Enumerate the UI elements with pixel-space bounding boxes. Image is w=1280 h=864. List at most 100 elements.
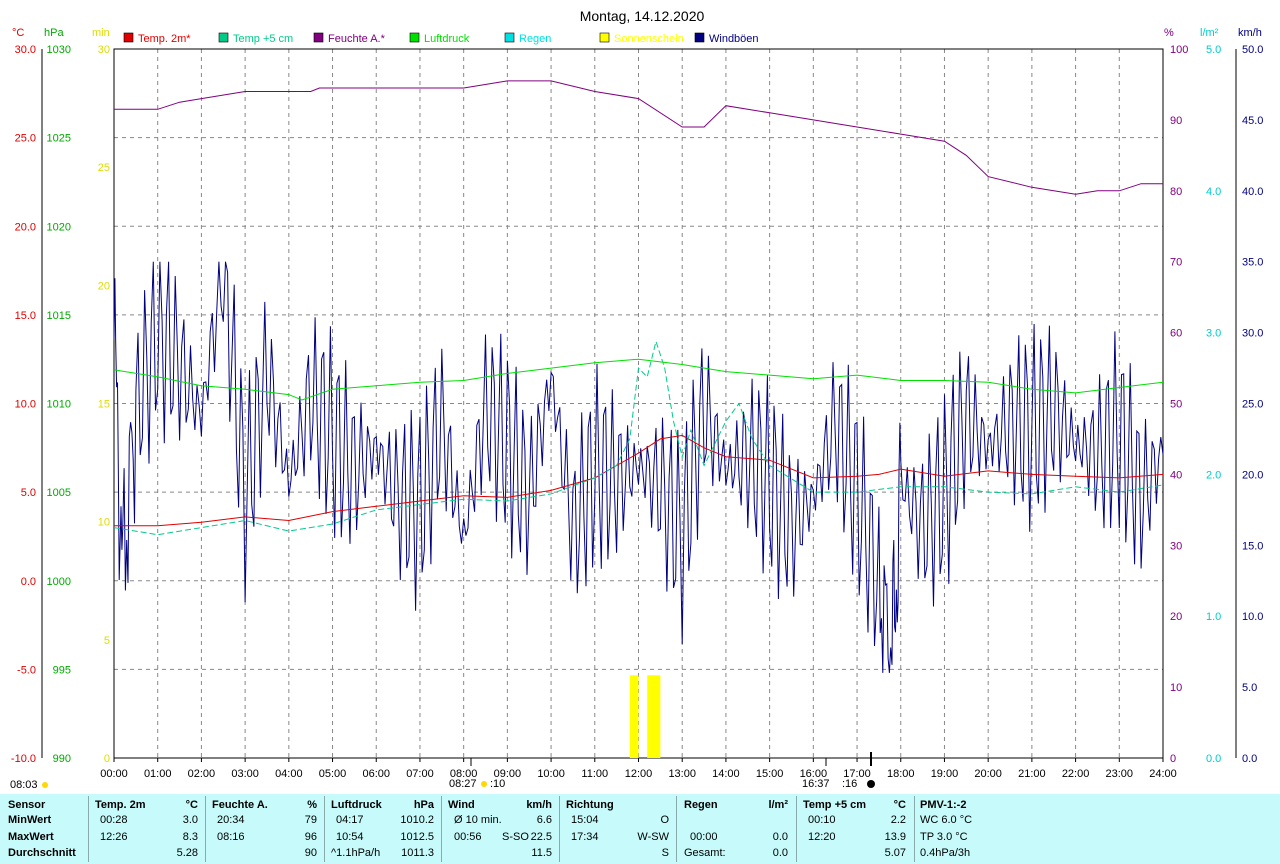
stat-cell: 04:17	[336, 814, 364, 826]
wind-axis-tick: 20.0	[1242, 469, 1263, 481]
pressure-axis-tick: 1005	[47, 487, 71, 499]
legend-label-2: Feuchte A.*	[328, 33, 386, 45]
stat-cell: 1010.2	[400, 814, 434, 826]
x-tick-label: 24:00	[1149, 768, 1177, 780]
legend: Temp. 2m* Temp +5 cm Feuchte A.* Luftdruck R…	[123, 32, 759, 45]
chart-background	[0, 0, 1280, 794]
humidity-axis-tick: 30	[1170, 540, 1182, 552]
wind-unit: km/h	[526, 799, 552, 811]
legend-swatch	[694, 32, 705, 43]
wind-axis-tick: 35.0	[1242, 257, 1263, 269]
humidity-axis-tick: 90	[1170, 115, 1182, 127]
humidity-axis-tick: 0	[1170, 753, 1176, 765]
stat-cell: 96	[304, 831, 317, 843]
stat-cell: 00:10	[808, 814, 836, 826]
column-separator	[324, 796, 325, 862]
legend-label-3: Luftdruck	[424, 33, 470, 45]
column-separator	[676, 796, 677, 862]
temp5cm-line	[113, 339, 1164, 536]
x-tick-label: 13:00	[668, 768, 696, 780]
row-label: MaxWert	[8, 831, 54, 843]
stat-cell: 6.6	[536, 814, 552, 826]
x-tick-label: 18:00	[887, 768, 915, 780]
unit-pressure: hPa	[44, 27, 64, 39]
weather-chart: Montag, 14.12.2020 Temp. 2m* Temp +5 cm Fe…	[0, 0, 1280, 794]
humidity-axis-tick: 40	[1170, 469, 1182, 481]
stat-cell: 1012.5	[400, 831, 434, 843]
stat-cell: 15:04	[571, 814, 599, 826]
stat-cell: S-SO	[502, 831, 529, 843]
stat-cell: W-SW	[637, 831, 669, 843]
row-label: Durchschnitt	[8, 847, 76, 859]
wind-axis-tick: 40.0	[1242, 186, 1263, 198]
rain-axis-tick: 4.0	[1206, 186, 1221, 198]
pressure-axis-tick: 1030	[47, 44, 71, 56]
pressure-axis-tick: 1000	[47, 576, 71, 588]
rain-axis-tick: 1.0	[1206, 611, 1221, 623]
chart-title: Montag, 14.12.2020	[580, 8, 705, 24]
legend-swatch	[409, 32, 420, 43]
sun-minute-label-2: :16	[842, 778, 857, 790]
sunmin-axis-tick: 20	[98, 280, 110, 292]
legend-label-6: Windböen	[709, 33, 759, 45]
humidity-axis-tick: 60	[1170, 328, 1182, 340]
stat-cell: 08:16	[217, 831, 245, 843]
x-tick-label: 19:00	[931, 768, 959, 780]
unit-sunmin: min	[92, 27, 110, 39]
stat-cell: 20:34	[217, 814, 245, 826]
x-tick-label: 21:00	[1018, 768, 1046, 780]
sunshine-bars	[629, 675, 661, 758]
wind-gust-line	[113, 261, 1164, 673]
legend-label-4: Regen	[519, 33, 551, 45]
x-tick-label: 22:00	[1062, 768, 1090, 780]
column-separator	[205, 796, 206, 862]
stat-cell: 3.0	[182, 814, 198, 826]
stat-cell: 12:26	[100, 831, 128, 843]
sunmin-axis-tick: 10	[98, 517, 110, 529]
statistics-table: Sensor MinWert MaxWert Durchschnitt Temp. 2m…	[0, 794, 1280, 864]
axis-units: °C hPa min% l/m² km/h	[12, 27, 1262, 39]
x-tick-label: 07:00	[406, 768, 434, 780]
temp2m-line	[114, 434, 1164, 527]
column-separator	[441, 796, 442, 862]
wind-axis-tick: 5.0	[1242, 682, 1257, 694]
humidity-axis-tick: 80	[1170, 186, 1182, 198]
stat-cell: 17:34	[571, 831, 599, 843]
stat-cell: 0.0	[772, 831, 788, 843]
stat-cell: 10:54	[336, 831, 364, 843]
pressure-axis-tick: 990	[53, 753, 71, 765]
wind-header: Wind	[448, 799, 475, 811]
rain-axis-tick: 0.0	[1206, 753, 1221, 765]
sunrise-label: 08:27	[449, 778, 477, 790]
unit-rain: l/m²	[1200, 27, 1219, 39]
unit-wind: km/h	[1238, 27, 1262, 39]
rain-header: Regen	[684, 799, 718, 811]
row-label: MinWert	[8, 814, 52, 826]
legend-label-0: Temp. 2m*	[138, 33, 191, 45]
rain-axis-tick: 2.0	[1206, 469, 1221, 481]
pressure-line	[113, 358, 1164, 401]
wind-axis-tick: 45.0	[1242, 115, 1263, 127]
x-tick-label: 08:00	[450, 768, 478, 780]
humidity-line	[114, 80, 1163, 195]
temp-axis-tick: -10.0	[11, 753, 36, 765]
stat-cell: 90	[304, 847, 317, 859]
stat-cell: 5.28	[176, 847, 198, 859]
x-tick-label: 14:00	[712, 768, 740, 780]
x-tick-label: 17:00	[843, 768, 871, 780]
wind-axis-tick: 0.0	[1242, 753, 1257, 765]
temp2m-unit: °C	[185, 799, 198, 811]
pressure-axis-tick: 1015	[47, 310, 71, 322]
wind-axis-tick: 50.0	[1242, 44, 1263, 56]
humidity-axis-tick: 20	[1170, 611, 1182, 623]
legend-label-5: Sonnenschein	[614, 33, 684, 45]
stat-cell: 0.0	[772, 847, 788, 859]
pressure-unit: hPa	[413, 799, 434, 811]
x-tick-label: 16:00	[800, 768, 828, 780]
moon-icon	[867, 780, 875, 788]
x-tick-label: 04:00	[275, 768, 303, 780]
stat-cell: 00:56	[454, 831, 482, 843]
pmv-header: PMV-1:-2	[920, 799, 967, 811]
temp-axis-tick: 25.0	[15, 133, 36, 145]
x-tick-label: 03:00	[231, 768, 259, 780]
